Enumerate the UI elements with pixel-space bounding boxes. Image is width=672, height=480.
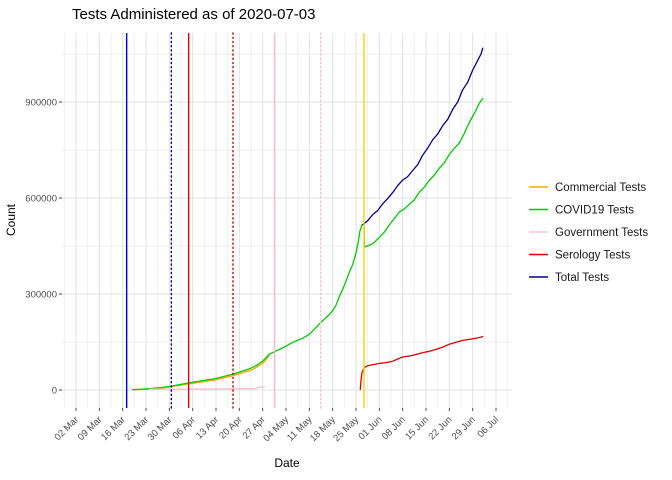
legend-label: Commercial Tests xyxy=(555,182,646,194)
series-line-commercial-tests xyxy=(132,354,270,391)
axis-tick-marks xyxy=(59,101,497,411)
legend-item-serology-tests: Serology Tests xyxy=(529,250,630,262)
x-tick-label: 22 Jun xyxy=(427,414,455,442)
legend-item-commercial-tests: Commercial Tests xyxy=(529,182,646,194)
y-tick-label: 300000 xyxy=(25,290,57,301)
legend-label: COVID19 Tests xyxy=(555,205,634,217)
x-tick-label: 23 Mar xyxy=(122,414,151,443)
x-tick-label: 15 Jun xyxy=(403,414,431,442)
y-tick-label: 600000 xyxy=(25,194,57,205)
minor-gridlines xyxy=(62,33,512,408)
x-tick-label: 04 May xyxy=(261,414,291,444)
chart-title: Tests Administered as of 2020-07-03 xyxy=(72,6,315,23)
series-line-covid19-tests xyxy=(132,97,484,391)
x-tick-label: 20 Apr xyxy=(217,414,244,441)
series-line-total-tests xyxy=(362,47,484,226)
x-tick-label: 02 Mar xyxy=(52,414,81,443)
legend-item-total-tests: Total Tests xyxy=(529,272,609,284)
event-vlines xyxy=(125,32,365,409)
x-tick-label: 09 Mar xyxy=(76,414,105,443)
x-tick-label: 25 May xyxy=(331,414,361,444)
x-axis-title: Date xyxy=(274,456,300,470)
series-line-serology-tests xyxy=(359,335,484,391)
major-gridlines xyxy=(62,33,512,408)
legend-label: Serology Tests xyxy=(555,250,630,262)
legend-item-government-tests: Government Tests xyxy=(529,227,648,239)
data-series-lines xyxy=(132,47,484,391)
y-tick-label: 900000 xyxy=(25,98,57,109)
x-tick-label: 01 Jun xyxy=(357,414,385,442)
x-tick-label: 06 Apr xyxy=(171,414,198,441)
x-tick-label: 30 Mar xyxy=(146,414,175,443)
series-line-government-tests xyxy=(148,386,265,390)
legend-label: Total Tests xyxy=(555,272,609,284)
x-tick-label: 08 Jun xyxy=(380,414,408,442)
y-tick-label: 0 xyxy=(52,386,57,397)
legend-item-covid19-tests: COVID19 Tests xyxy=(529,205,634,217)
x-tick-label: 16 Mar xyxy=(99,414,128,443)
legend-label: Government Tests xyxy=(555,227,648,239)
x-tick-label: 13 Apr xyxy=(194,414,221,441)
x-tick-label: 29 Jun xyxy=(450,414,478,442)
x-tick-label: 06 Jul xyxy=(475,414,501,440)
y-axis-title: Count xyxy=(4,203,18,236)
legend: Commercial Tests COVID19 Tests Government … xyxy=(529,182,648,284)
